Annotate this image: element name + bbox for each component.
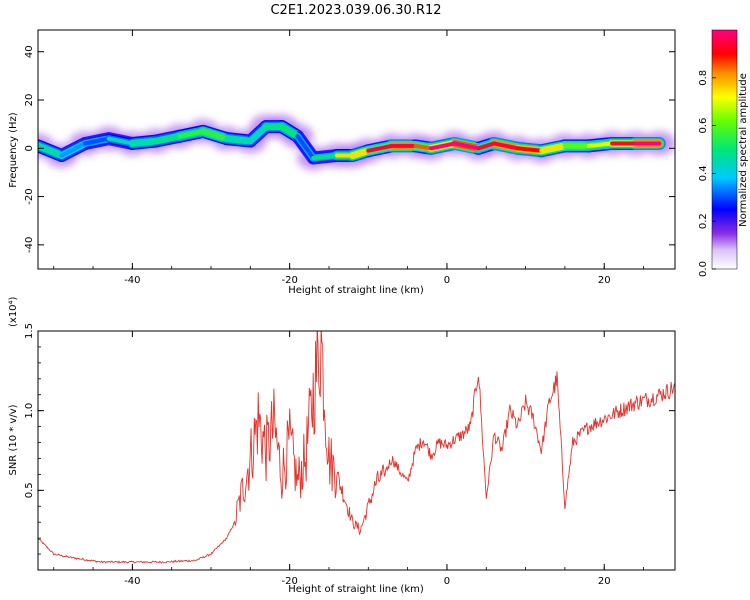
colorbar-label: Normalized spectral amplitude [738, 73, 749, 227]
spectrogram-ridge-segment [201, 129, 229, 141]
y-tick-label: -40 [24, 237, 35, 253]
spectrogram-ridge-segment [279, 124, 300, 139]
spectrogram-ridge-segment [413, 143, 434, 151]
x-tick-label: -20 [281, 275, 297, 286]
spectrogram-ridge-segment [38, 143, 64, 158]
colorbar-tick-label: 0.0 [698, 261, 709, 277]
colorbar-tick-label: 0.6 [698, 118, 709, 134]
spectrogram-ridge-segment [248, 124, 269, 144]
snr-y-axis-label: SNR (10 * v/v) [8, 404, 19, 475]
x-tick-label: 0 [444, 576, 450, 587]
y-tick-label: -20 [24, 188, 35, 204]
x-tick-label: -40 [124, 275, 140, 286]
spectrogram-ridge-segment [429, 141, 457, 151]
x-tick-label: -40 [124, 576, 140, 587]
spectrogram-ridge-segment [350, 148, 371, 158]
spectrogram-ridge-segment [515, 146, 544, 153]
y-tick-label: 0 [24, 145, 35, 151]
spectrogram-ridge-segment [83, 136, 111, 146]
spectrogram-ridge-segment [295, 134, 316, 160]
spectrogram-ridge-segment [106, 136, 135, 146]
figure-title: C2E1.2023.039.06.30.R12 [270, 3, 441, 18]
colorbar: 0.0 0.2 0.4 0.6 0.8 Normalized spectral ampl… [698, 29, 749, 277]
y-tick-label: 40 [24, 45, 35, 58]
spectrogram-panel: -40 -20 0 20 -40 -20 0 20 40 Height of straight… [8, 29, 676, 296]
snr-frame [37, 330, 676, 571]
spectrogram-ridge-segment [539, 143, 567, 153]
spectrogram-frame [37, 29, 676, 270]
spectrogram-ridge-segment [311, 153, 339, 160]
snr-panel: -40 -20 0 20 0.5 1.0 1.5 Height of straight l… [8, 296, 676, 595]
spectrogram-ridge-segment [153, 134, 182, 144]
spectrogram-ridge-segment [224, 136, 253, 144]
x-tick-label: -20 [281, 576, 297, 587]
spectrogram-ridge-segment [59, 141, 88, 158]
y-tick-label: 1.0 [24, 403, 35, 419]
y-tick-label: 1.5 [24, 323, 35, 339]
spectrogram-ridge-segment [492, 141, 520, 151]
colorbar-tick-label: 0.8 [698, 70, 709, 86]
spectrogram-ridge-segment [130, 139, 158, 146]
x-tick-label: 20 [598, 576, 611, 587]
spectrogram-heatmap [38, 114, 675, 170]
colorbar-tick-label: 0.4 [698, 165, 709, 181]
colorbar-gradient [711, 29, 738, 270]
snr-x-axis-label: Height of straight line (km) [288, 584, 424, 595]
spectrogram-ridge-segment [366, 143, 394, 153]
x-tick-label: 0 [444, 275, 450, 286]
y-tick-label: 20 [24, 94, 35, 107]
spectrogram-ridge [38, 120, 666, 165]
spectrogram-ridge-segment [177, 129, 206, 139]
spectrogram-x-axis-label: Height of straight line (km) [288, 285, 424, 296]
snr-series-line [38, 331, 675, 564]
y-tick-label: 0.5 [24, 482, 35, 498]
spectrogram-ridge-segment [452, 141, 481, 151]
spectrogram-y-axis-label: Frequency (Hz) [8, 112, 19, 188]
spectrogram-ridge-segment [476, 141, 497, 151]
spectrogram-ridge-segment [586, 141, 615, 148]
snr-y-scale-label: (x10⁴) [8, 296, 19, 327]
colorbar-tick-label: 0.2 [698, 213, 709, 229]
x-tick-label: 20 [598, 275, 611, 286]
